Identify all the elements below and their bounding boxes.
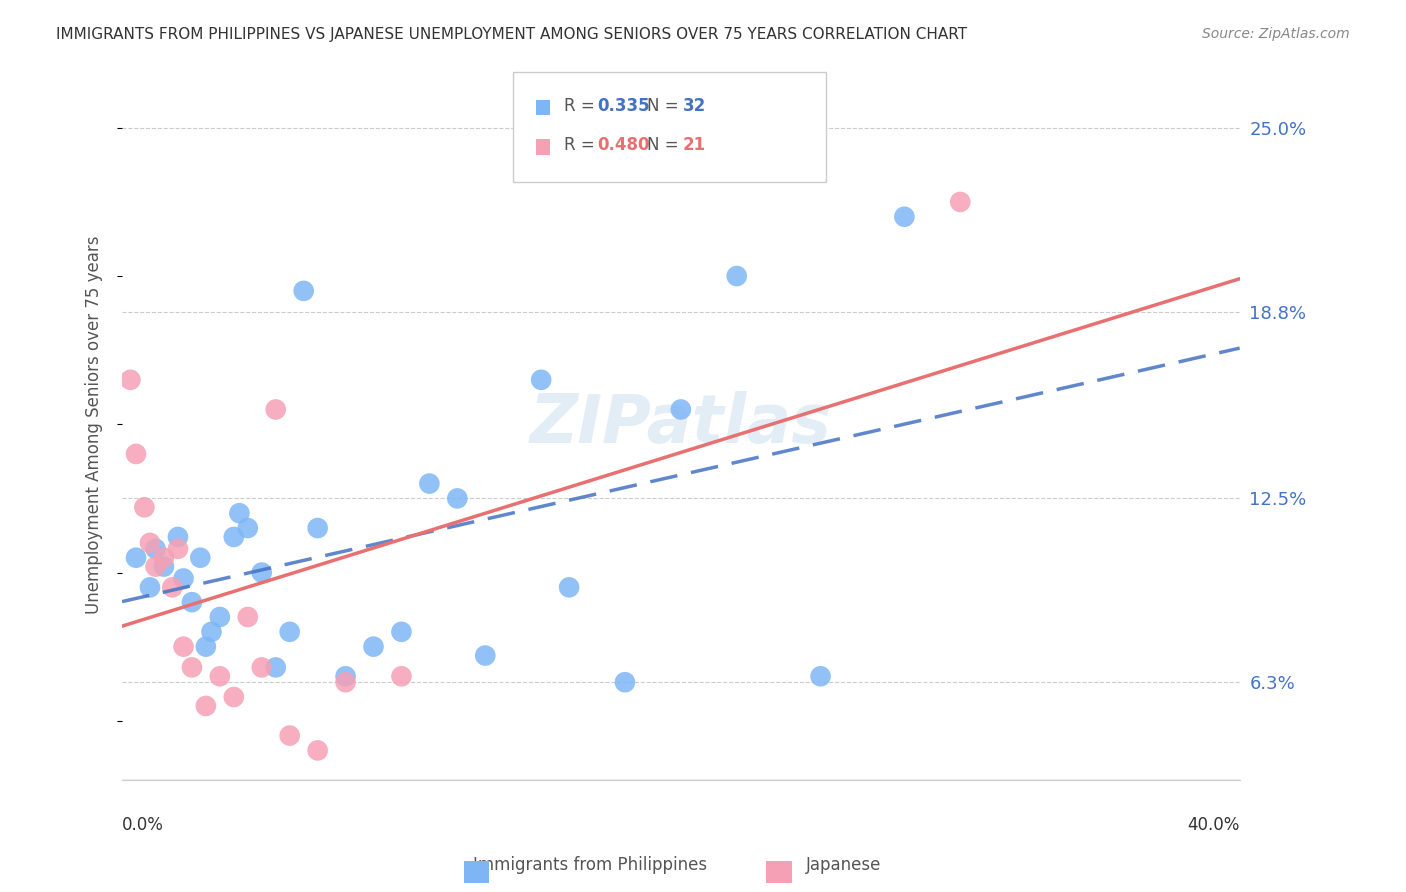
Point [208, 669, 231, 683]
Point [264, 660, 287, 674]
FancyBboxPatch shape [536, 139, 550, 154]
Point [153, 559, 176, 574]
Point [250, 566, 273, 580]
Point [145, 559, 167, 574]
Point [134, 500, 156, 515]
Point [200, 624, 222, 639]
Point [558, 580, 581, 594]
Text: R =: R = [564, 97, 599, 115]
Point [278, 624, 301, 639]
Point [236, 521, 259, 535]
Point [173, 640, 195, 654]
Point [194, 640, 217, 654]
Point [391, 624, 413, 639]
Text: Source: ZipAtlas.com: Source: ZipAtlas.com [1202, 27, 1350, 41]
Point [194, 698, 217, 713]
Point [474, 648, 496, 663]
Text: 0.335: 0.335 [598, 97, 650, 115]
Text: R =: R = [564, 136, 599, 154]
Point [893, 210, 915, 224]
Text: 21: 21 [683, 136, 706, 154]
Point [153, 550, 176, 565]
Point [669, 402, 692, 417]
Point [292, 284, 315, 298]
Text: Japanese: Japanese [806, 856, 882, 874]
Point [167, 541, 190, 556]
Point [125, 447, 148, 461]
Point [120, 373, 142, 387]
Point [228, 506, 250, 520]
Point [418, 476, 440, 491]
Point [222, 530, 245, 544]
Point [222, 690, 245, 704]
Y-axis label: Unemployment Among Seniors over 75 years: Unemployment Among Seniors over 75 years [86, 235, 103, 614]
Point [810, 669, 832, 683]
Point [173, 571, 195, 585]
Point [250, 660, 273, 674]
Point [278, 729, 301, 743]
Text: 40.0%: 40.0% [1187, 815, 1240, 834]
Point [125, 550, 148, 565]
Text: IMMIGRANTS FROM PHILIPPINES VS JAPANESE UNEMPLOYMENT AMONG SENIORS OVER 75 YEARS: IMMIGRANTS FROM PHILIPPINES VS JAPANESE … [56, 27, 967, 42]
Point [363, 640, 385, 654]
Point [949, 194, 972, 209]
FancyBboxPatch shape [536, 100, 550, 115]
Text: 32: 32 [683, 97, 706, 115]
Point [530, 373, 553, 387]
Point [188, 550, 211, 565]
Point [391, 669, 413, 683]
Point [307, 743, 329, 757]
Point [208, 610, 231, 624]
Text: Immigrants from Philippines: Immigrants from Philippines [474, 856, 707, 874]
Point [335, 675, 357, 690]
Point [180, 660, 202, 674]
Point [145, 541, 167, 556]
Point [180, 595, 202, 609]
Point [264, 402, 287, 417]
Point [162, 580, 184, 594]
Point [725, 268, 748, 283]
Point [139, 580, 162, 594]
Point [139, 536, 162, 550]
Point [236, 610, 259, 624]
Point [307, 521, 329, 535]
Text: ZIPatlas: ZIPatlas [530, 392, 832, 458]
Text: N =: N = [647, 97, 685, 115]
Point [614, 675, 637, 690]
FancyBboxPatch shape [513, 72, 827, 182]
Text: N =: N = [647, 136, 685, 154]
Point [446, 491, 468, 506]
Point [167, 530, 190, 544]
Point [335, 669, 357, 683]
Text: 0.0%: 0.0% [122, 815, 165, 834]
Text: 0.480: 0.480 [598, 136, 650, 154]
